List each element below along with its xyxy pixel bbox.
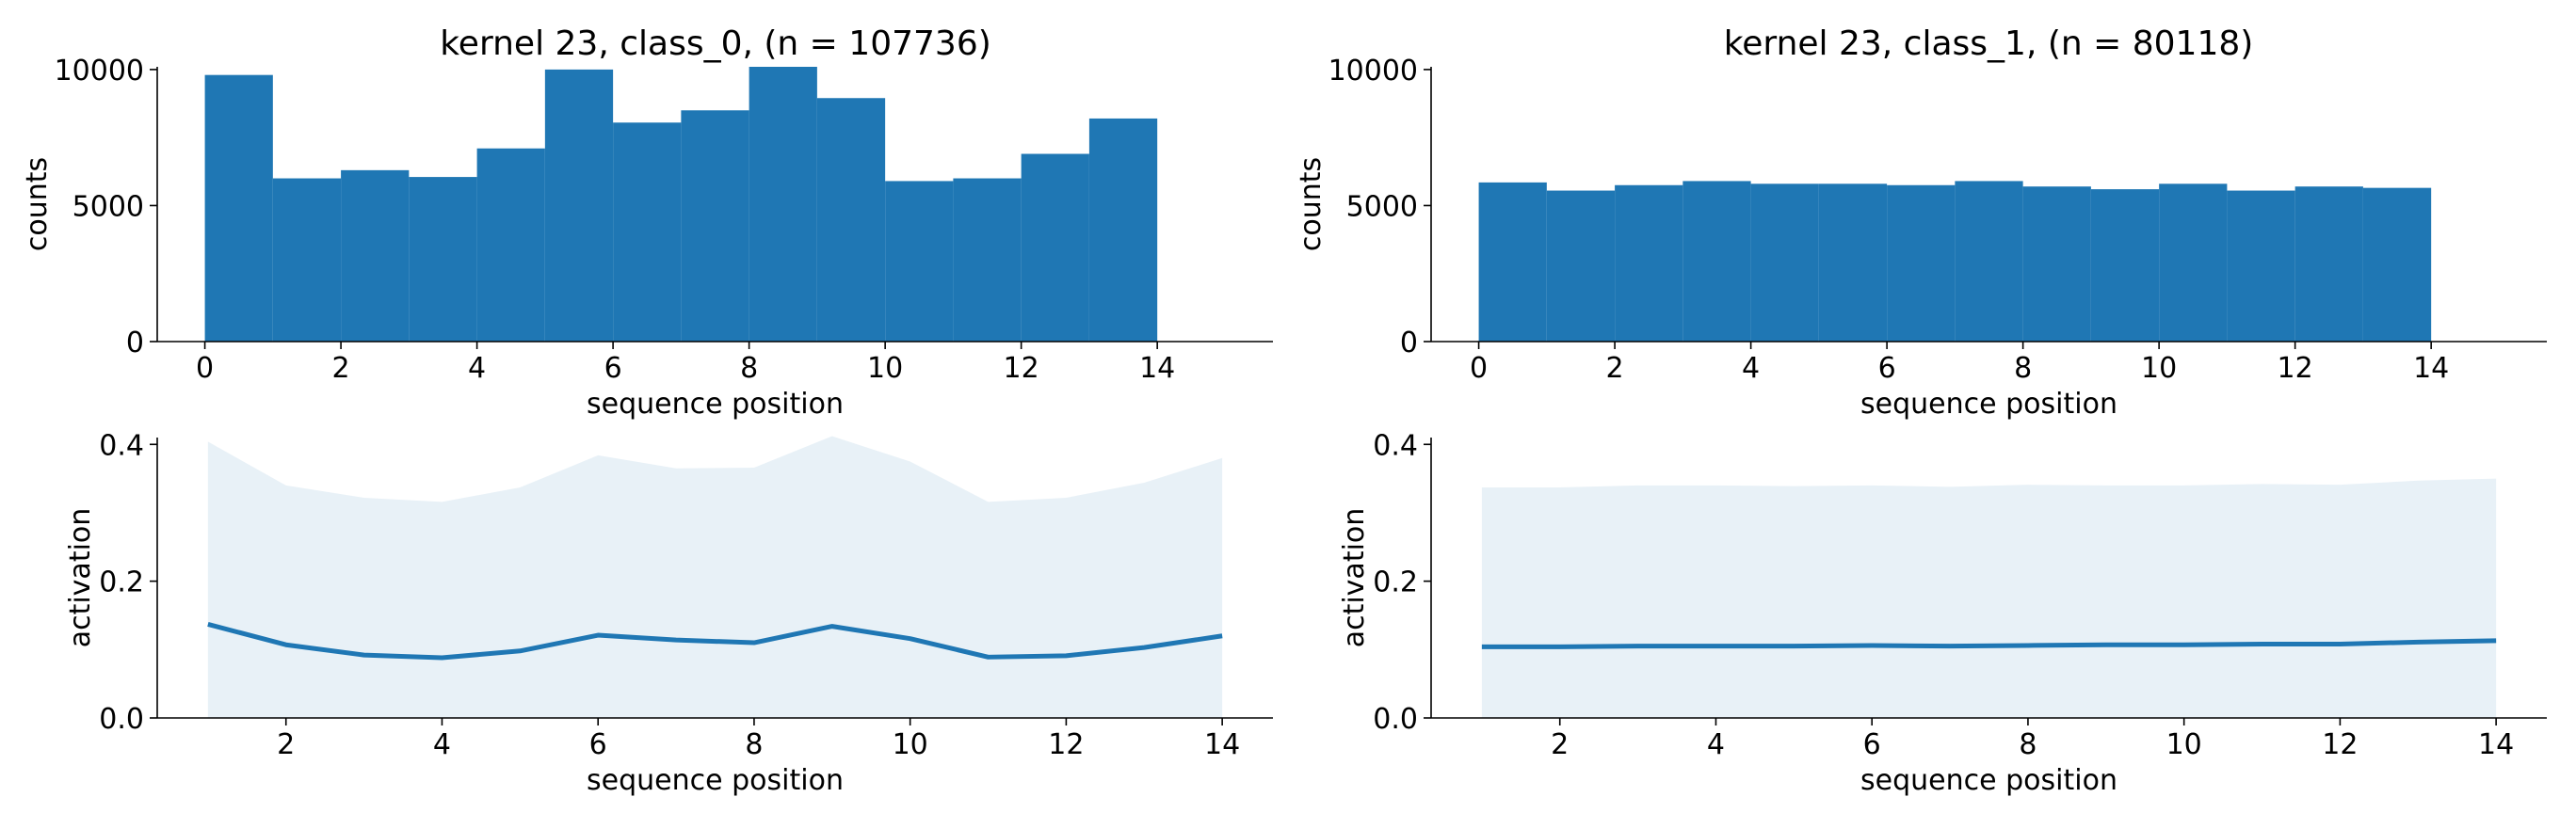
x-tick-label: 12: [2278, 352, 2313, 385]
histogram-bar: [544, 69, 614, 343]
histogram-bar: [1818, 183, 1888, 342]
mean-activation-line: [207, 622, 1223, 661]
x-tick-label: 12: [1048, 728, 1084, 761]
panel-class1-activation: 2 4 6 8 10 12 14 0.0 0.2 0.4 sequence position acti…: [1338, 429, 2547, 797]
histogram-bar: [409, 177, 477, 342]
histogram-bar: [2022, 186, 2091, 342]
histogram-bar: [953, 178, 1022, 342]
x-tick-label: 8: [2019, 728, 2037, 761]
y-tick-label: 0: [1400, 327, 1418, 359]
x-tick-label: 2: [277, 728, 295, 761]
x-tick-label: 14: [1139, 352, 1175, 385]
x-tick-label: 0: [196, 352, 214, 385]
x-tick-label: 4: [433, 728, 451, 761]
panel-class0-counts: 0 2 4 6 8 10 12 14 0 5000 10000 sequence position co…: [21, 24, 1273, 421]
histogram-bar: [204, 74, 273, 342]
x-tick-label: 12: [2322, 728, 2358, 761]
y-tick-label: 10000: [1328, 55, 1418, 88]
x-tick-label: 10: [2166, 728, 2202, 761]
histogram-bar: [1750, 183, 1819, 342]
y-tick-label: 0.2: [99, 566, 144, 599]
y-tick-label: 0: [126, 327, 144, 359]
chart-title: kernel 23, class_0, (n = 107736): [440, 24, 991, 63]
mean-activation-line: [1481, 638, 2497, 649]
x-tick-label: 8: [745, 728, 763, 761]
x-axis-label: sequence position: [1860, 764, 2117, 797]
histogram-bar: [272, 178, 342, 342]
histogram-bar: [749, 67, 817, 342]
histogram-bar: [2227, 190, 2295, 342]
histogram-bar: [1887, 184, 1956, 342]
x-tick-label: 14: [1204, 728, 1240, 761]
histogram-bar: [1682, 181, 1751, 342]
x-tick-label: 2: [1551, 728, 1569, 761]
y-tick-label: 10000: [55, 55, 144, 88]
y-axis-label: activation: [1338, 508, 1371, 648]
y-tick-label: 5000: [1346, 190, 1418, 223]
histogram-bar: [1021, 153, 1089, 342]
y-axis-label: activation: [64, 508, 97, 648]
x-tick-label: 2: [332, 352, 350, 385]
histogram-bar: [1088, 118, 1158, 342]
x-axis-label: sequence position: [1860, 388, 2117, 421]
histogram-bar: [2159, 183, 2228, 342]
histogram-bar: [885, 181, 954, 342]
x-tick-label: 4: [468, 352, 486, 385]
histogram-bar: [1955, 181, 2023, 342]
x-tick-label: 2: [1606, 352, 1624, 385]
x-axis-label: sequence position: [587, 764, 844, 797]
x-tick-label: 14: [2478, 728, 2514, 761]
panel-class1-counts: 0 2 4 6 8 10 12 14 0 5000 10000 sequence position co…: [1295, 24, 2547, 421]
activation-range-band: [207, 436, 1223, 718]
histogram-bar: [2090, 189, 2160, 342]
chart-title: kernel 23, class_1, (n = 80118): [1724, 24, 2254, 63]
x-tick-label: 10: [2141, 352, 2177, 385]
histogram-bar: [1546, 190, 1616, 342]
x-axis-label: sequence position: [587, 388, 844, 421]
x-tick-label: 4: [1707, 728, 1725, 761]
y-tick-label: 0.4: [99, 429, 144, 462]
x-tick-label: 8: [2014, 352, 2032, 385]
histogram-bar: [1615, 184, 1683, 342]
x-tick-label: 6: [1878, 352, 1896, 385]
y-tick-label: 0.0: [99, 703, 144, 736]
x-tick-label: 10: [893, 728, 928, 761]
x-tick-label: 12: [1004, 352, 1039, 385]
y-tick-label: 0.4: [1373, 429, 1418, 462]
x-tick-label: 6: [1863, 728, 1881, 761]
x-tick-label: 8: [740, 352, 758, 385]
x-tick-label: 10: [867, 352, 903, 385]
histogram-bar: [2294, 186, 2363, 342]
histogram-bar: [816, 98, 886, 342]
histogram-bar: [681, 110, 749, 343]
x-tick-label: 14: [2413, 352, 2449, 385]
activation-range-band: [1481, 478, 2497, 718]
histogram-bar: [1478, 182, 1547, 342]
histogram-bar: [2362, 187, 2432, 342]
histogram-bar: [341, 169, 410, 342]
x-tick-label: 6: [604, 352, 622, 385]
y-tick-label: 0.0: [1373, 703, 1418, 736]
histogram-bar: [613, 122, 682, 342]
y-axis-label: counts: [21, 157, 54, 251]
x-tick-label: 6: [589, 728, 607, 761]
panel-class0-activation: 2 4 6 8 10 12 14 0.0 0.2 0.4 sequence position acti…: [64, 429, 1273, 797]
histogram-bar: [476, 148, 545, 342]
y-tick-label: 5000: [72, 190, 144, 223]
y-tick-label: 0.2: [1373, 566, 1418, 599]
x-tick-label: 4: [1742, 352, 1760, 385]
y-axis-label: counts: [1295, 157, 1328, 251]
x-tick-label: 0: [1470, 352, 1488, 385]
